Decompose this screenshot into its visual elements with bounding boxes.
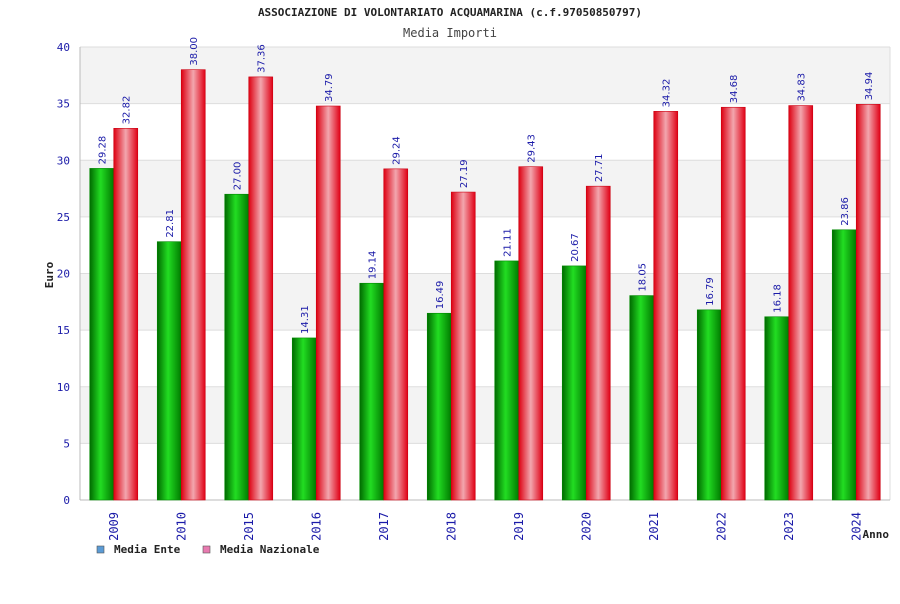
data-label: 19.14 [368, 251, 379, 280]
grid-band [80, 103, 890, 161]
y-tick-label: 25 [57, 211, 70, 224]
x-tick-labels: 2009 2010 2015 2016 2017 2018 2019 2020 2021 2022… [107, 512, 864, 541]
bar-media-ente [426, 312, 452, 501]
bar-media-nazionale [653, 111, 679, 501]
bar-media-nazionale [248, 76, 274, 501]
y-tick-label: 35 [57, 98, 70, 111]
bar-media-nazionale [113, 128, 139, 501]
data-label: 20.67 [570, 233, 581, 262]
data-label: 29.28 [98, 136, 109, 165]
y-tick-label: 30 [57, 154, 70, 167]
x-axis-label: Anno [863, 528, 890, 541]
x-tick-label: 2021 [647, 512, 661, 541]
x-tick-label: 2018 [444, 512, 458, 541]
data-label: 16.79 [705, 277, 716, 306]
bar-media-nazionale [585, 185, 611, 501]
bar-media-ente [561, 265, 587, 501]
y-tick-label: 10 [57, 381, 70, 394]
data-label: 23.86 [840, 197, 851, 226]
chart-title: ASSOCIAZIONE DI VOLONTARIATO ACQUAMARINA… [258, 6, 642, 19]
data-label: 27.00 [233, 162, 244, 191]
x-tick-label: 2010 [174, 512, 188, 541]
data-labels: 29.28 32.82 22.81 38.00 27.00 37.36 14.31 34.79… [98, 37, 876, 334]
data-label: 38.00 [189, 37, 200, 66]
x-tick-label: 2024 [849, 512, 863, 541]
data-label: 29.43 [527, 134, 538, 163]
grid-band [80, 216, 890, 274]
axes [79, 47, 891, 501]
data-label: 21.11 [503, 228, 514, 257]
grid-band [80, 330, 890, 387]
x-tick-label: 2022 [714, 512, 728, 541]
data-label: 27.71 [594, 154, 605, 183]
y-tick-label: 40 [57, 41, 70, 54]
x-tick-label: 2017 [377, 512, 391, 541]
data-label: 16.49 [435, 281, 446, 310]
data-label: 37.36 [257, 44, 268, 73]
bar-media-ente [89, 168, 115, 501]
y-tick-labels: 0 5 10 15 20 25 30 35 40 [57, 41, 70, 507]
legend-item: Media Nazionale [202, 543, 320, 556]
bar-media-nazionale [720, 106, 746, 501]
y-tick-label: 15 [57, 324, 70, 337]
bar-media-nazionale [450, 191, 476, 501]
data-label: 34.83 [797, 73, 808, 102]
legend-label: Media Ente [114, 543, 181, 556]
data-label: 32.82 [122, 96, 133, 125]
data-label: 34.79 [324, 73, 335, 102]
grid-band [80, 160, 890, 217]
legend: Media Ente Media Nazionale [96, 543, 320, 556]
grid [80, 46, 890, 501]
legend-item: Media Ente [96, 543, 181, 556]
bar-media-nazionale [180, 69, 206, 501]
y-tick-label: 5 [63, 437, 70, 450]
data-label: 14.31 [300, 305, 311, 334]
chart-subtitle: Media Importi [403, 26, 497, 40]
grid-band [80, 273, 890, 331]
bar-media-ente [291, 337, 317, 501]
bar-media-ente [156, 241, 182, 501]
bar-media-nazionale [788, 105, 814, 501]
bar-media-nazionale [383, 168, 409, 501]
legend-swatch-media-ente [96, 545, 105, 554]
data-label: 16.18 [773, 284, 784, 313]
bar-media-ente [224, 193, 250, 501]
bar-media-nazionale [855, 104, 881, 501]
bar-media-ente [494, 260, 520, 501]
x-tick-label: 2009 [107, 512, 121, 541]
bar-media-ente [696, 309, 722, 501]
bars [89, 69, 881, 501]
data-label: 18.05 [638, 263, 649, 292]
grid-band [80, 443, 890, 500]
x-tick-label: 2015 [242, 512, 256, 541]
data-label: 34.32 [662, 79, 673, 108]
grid-band [80, 47, 890, 104]
x-tick-label: 2023 [782, 512, 796, 541]
bar-media-nazionale [518, 166, 544, 501]
data-label: 22.81 [165, 209, 176, 238]
grid-band [80, 386, 890, 444]
data-label: 34.68 [729, 75, 740, 104]
bar-media-ente [831, 229, 857, 501]
bar-media-ente [629, 295, 655, 501]
legend-label: Media Nazionale [220, 543, 320, 556]
data-label: 34.94 [864, 72, 875, 101]
y-axis-label: Euro [43, 261, 56, 288]
x-tick-label: 2016 [309, 512, 323, 541]
y-tick-label: 0 [63, 494, 70, 507]
x-tick-label: 2019 [512, 512, 526, 541]
bar-media-nazionale [315, 105, 341, 501]
bar-media-ente [764, 316, 790, 501]
data-label: 29.24 [392, 136, 403, 165]
bar-media-ente [359, 282, 385, 501]
x-tick-label: 2020 [579, 512, 593, 541]
y-tick-label: 20 [57, 268, 70, 281]
legend-swatch-media-nazionale [202, 545, 211, 554]
data-label: 27.19 [459, 159, 470, 188]
